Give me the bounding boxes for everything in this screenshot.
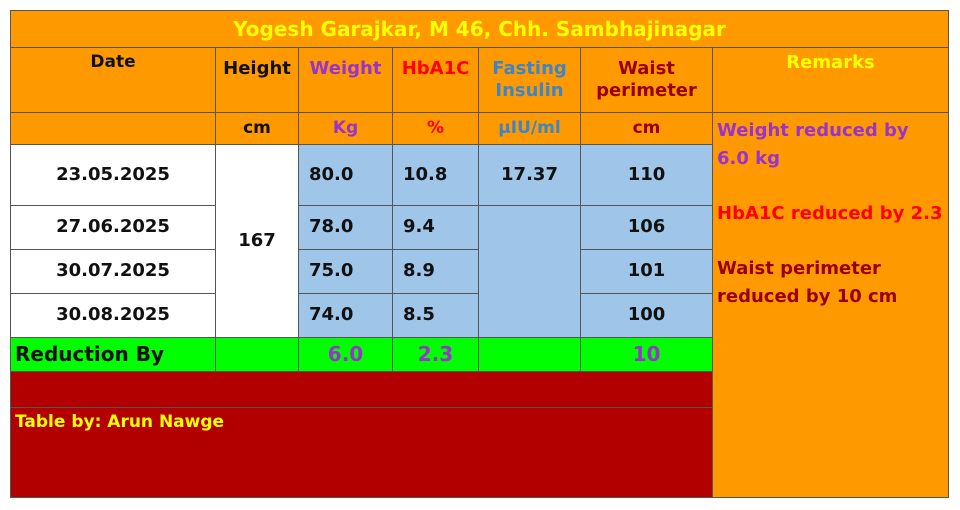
- table-title: Yogesh Garajkar, M 46, Chh. Sambhajinaga…: [11, 11, 948, 48]
- header-height: Height: [216, 48, 299, 113]
- remarks-panel: Weight reduced by 6.0 kg HbA1C reduced b…: [713, 113, 948, 497]
- unit-weight: Kg: [299, 113, 393, 145]
- reduction-hba1c: 2.3: [393, 338, 479, 372]
- reduction-weight: 6.0: [299, 338, 393, 372]
- unit-waist: cm: [581, 113, 713, 145]
- reduction-waist: 10: [581, 338, 713, 372]
- header-remarks: Remarks: [713, 48, 948, 113]
- header-fasting-line2: Insulin: [495, 80, 564, 101]
- row1-date: 23.05.2025: [11, 145, 216, 206]
- header-waist-line2: perimeter: [596, 80, 697, 101]
- header-fasting-insulin: Fasting Insulin: [479, 48, 581, 113]
- footer-band: [11, 372, 713, 408]
- row3-date: 30.07.2025: [11, 250, 216, 294]
- remark-weight: Weight reduced by 6.0 kg: [717, 120, 909, 169]
- header-date: Date: [11, 48, 216, 113]
- unit-fasting: µIU/ml: [479, 113, 581, 145]
- row2-waist: 106: [581, 206, 713, 250]
- reduction-fasting-blank: [479, 338, 581, 372]
- row1-waist: 110: [581, 145, 713, 206]
- data-table: Yogesh Garajkar, M 46, Chh. Sambhajinaga…: [10, 10, 949, 498]
- header-waist-perimeter: Waist perimeter: [581, 48, 713, 113]
- remark-waist: Waist perimeter reduced by 10 cm: [717, 257, 898, 307]
- height-value: 167: [216, 145, 299, 338]
- row4-date: 30.08.2025: [11, 294, 216, 338]
- row2-date: 27.06.2025: [11, 206, 216, 250]
- row3-weight: 75.0: [299, 250, 393, 294]
- fasting-blank: [479, 206, 581, 338]
- row4-hba1c: 8.5: [393, 294, 479, 338]
- row2-hba1c: 9.4: [393, 206, 479, 250]
- row2-weight: 78.0: [299, 206, 393, 250]
- reduction-height-blank: [216, 338, 299, 372]
- row1-fasting: 17.37: [479, 145, 581, 206]
- remark-hba1c: HbA1C reduced by 2.3: [717, 202, 943, 224]
- row4-waist: 100: [581, 294, 713, 338]
- row4-weight: 74.0: [299, 294, 393, 338]
- header-fasting-line1: Fasting: [492, 57, 567, 79]
- header-weight: Weight: [299, 48, 393, 113]
- row1-hba1c: 10.8: [393, 145, 479, 206]
- row1-weight: 80.0: [299, 145, 393, 206]
- header-hba1c: HbA1C: [393, 48, 479, 113]
- row3-hba1c: 8.9: [393, 250, 479, 294]
- credit: Table by: Arun Nawge: [11, 408, 713, 497]
- reduction-label: Reduction By: [11, 338, 216, 372]
- row3-waist: 101: [581, 250, 713, 294]
- units-date-blank: [11, 113, 216, 145]
- unit-height: cm: [216, 113, 299, 145]
- unit-hba1c: %: [393, 113, 479, 145]
- header-waist-line1: Waist: [618, 57, 675, 79]
